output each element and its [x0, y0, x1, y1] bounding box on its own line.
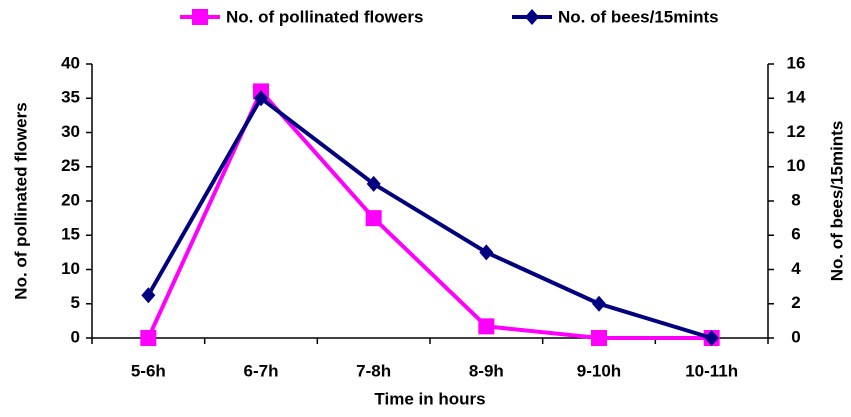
y-tick-label: 30	[61, 122, 80, 141]
series-marker	[591, 330, 607, 346]
series-marker	[478, 318, 495, 335]
series-marker	[704, 330, 719, 346]
y-tick-label: 40	[61, 53, 80, 72]
series-line	[146, 95, 713, 340]
y2-tick-label: 6	[791, 225, 800, 244]
x-tick-label: 6-7h	[244, 361, 279, 380]
series-marker	[479, 244, 494, 261]
x-axis-label: Time in hours	[374, 389, 485, 408]
y-tick-label: 0	[71, 327, 80, 346]
y-tick-label: 35	[61, 88, 80, 107]
series-marker	[365, 210, 382, 227]
y2-tick-label: 14	[787, 88, 806, 107]
series-marker	[140, 330, 157, 346]
series-line	[146, 87, 712, 340]
y2-tick-label: 16	[787, 53, 806, 72]
series-marker	[254, 90, 268, 107]
y2-tick-label: 4	[791, 259, 801, 278]
y-tick-label: 25	[61, 156, 80, 175]
x-tick-label: 8-9h	[469, 361, 504, 380]
y-tick-label: 20	[61, 190, 80, 209]
y-tick-label: 10	[61, 259, 80, 278]
x-tick-label: 7-8h	[356, 361, 391, 380]
x-tick-label: 5-6h	[131, 361, 166, 380]
y2-tick-label: 0	[791, 327, 800, 346]
y-tick-label: 15	[61, 225, 80, 244]
legend-marker	[525, 9, 539, 25]
y2-tick-label: 8	[791, 190, 800, 209]
series-marker	[366, 175, 381, 192]
y2-tick-label: 12	[787, 122, 806, 141]
legend-marker	[192, 9, 208, 25]
y2-tick-label: 2	[791, 293, 800, 312]
y2-axis-label: No. of bees/15mints	[827, 121, 846, 282]
y2-tick-label: 10	[787, 156, 806, 175]
y-tick-label: 5	[71, 293, 80, 312]
series-marker	[141, 287, 156, 304]
legend-label: No. of pollinated flowers	[226, 7, 423, 26]
series-marker	[592, 295, 606, 312]
legend-label: No. of bees/15mints	[558, 7, 719, 26]
x-tick-label: 10-11h	[685, 361, 738, 380]
y-axis-label: No. of pollinated flowers	[11, 102, 30, 299]
x-tick-label: 9-10h	[577, 361, 621, 380]
